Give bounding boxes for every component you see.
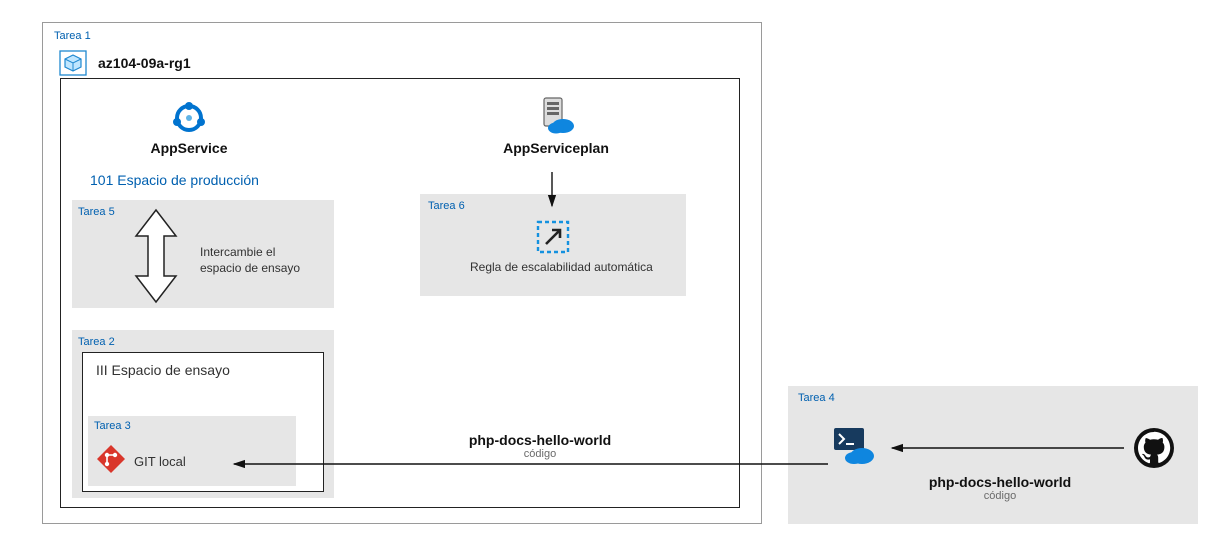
tarea2-label: Tarea 2 [78, 336, 115, 348]
appserviceplan-group: AppServiceplan [476, 96, 636, 156]
resource-group-icon [58, 50, 88, 76]
tarea5-text: Intercambie el espacio de ensayo [200, 244, 300, 276]
repo-right-title: php-docs-hello-world [900, 474, 1100, 490]
repo-right-subtitle: código [900, 490, 1100, 502]
repo-middle-subtitle: código [440, 448, 640, 460]
rg-title: az104-09a-rg1 [98, 55, 191, 71]
tarea5-line1: Intercambie el [200, 244, 300, 260]
tarea4-label: Tarea 4 [798, 392, 835, 404]
tarea5-line2: espacio de ensayo [200, 260, 300, 276]
appserviceplan-title: AppServiceplan [476, 140, 636, 156]
autoscale-rule-text: Regla de escalabilidad automática [470, 260, 653, 274]
appservice-title: AppService [104, 140, 274, 156]
git-icon [96, 444, 126, 474]
rg-icon-wrap [58, 50, 88, 76]
appservice-subtitle: 101 Espacio de producción [90, 172, 259, 188]
repo-middle: php-docs-hello-world código [440, 432, 640, 460]
autoscale-rule-icon [536, 220, 570, 254]
tarea3-label: Tarea 3 [94, 420, 131, 432]
tarea6-label: Tarea 6 [428, 200, 465, 212]
appservice-group: AppService [104, 100, 274, 156]
cloud-shell-icon [832, 426, 876, 466]
tarea5-label: Tarea 5 [78, 206, 115, 218]
github-icon [1132, 426, 1176, 470]
tarea1-label: Tarea 1 [54, 30, 91, 42]
git-label: GIT local [134, 454, 186, 469]
diagram-canvas: Tarea 1 az104-09a-rg1 AppService 101 Esp… [0, 0, 1218, 545]
appserviceplan-icon [536, 96, 576, 136]
repo-middle-title: php-docs-hello-world [440, 432, 640, 448]
swap-double-arrow-icon [126, 206, 186, 306]
staging-slot-title: III Espacio de ensayo [96, 362, 230, 378]
repo-right: php-docs-hello-world código [900, 474, 1100, 502]
appservice-icon [169, 100, 209, 136]
